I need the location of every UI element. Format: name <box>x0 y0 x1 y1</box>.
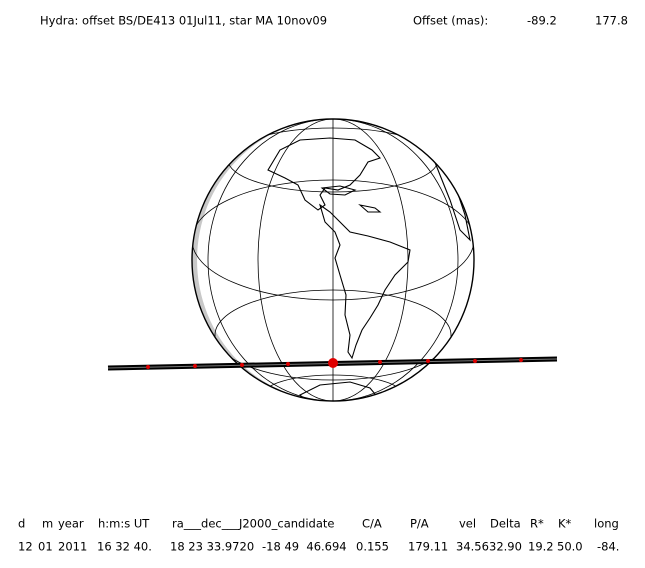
cell: 2011 <box>58 540 87 554</box>
offset-value: -89.2 <box>527 14 557 28</box>
column-header: d <box>18 517 25 531</box>
cell: 32.90 <box>489 540 522 554</box>
column-header: P/A <box>410 517 429 531</box>
cell: 179.11 <box>408 540 448 554</box>
event-table: d m year h:m:s UT ra___dec___J2000_candidate… <box>18 517 619 554</box>
column-header: R* <box>530 517 544 531</box>
cell: -18 49 46.694 <box>262 540 347 554</box>
column-header: Delta <box>490 517 521 531</box>
night-side <box>192 119 333 401</box>
title: Hydra: offset BS/DE413 01Jul11, star MA … <box>40 14 327 28</box>
cell: 12 <box>18 540 33 554</box>
column-header: ra___dec___J2000_candidate <box>172 517 334 531</box>
time-marks <box>146 358 523 369</box>
column-header: h:m:s UT <box>98 517 150 531</box>
column-header: year <box>58 517 84 531</box>
offset-label: Offset (mas): <box>413 14 488 28</box>
column-header: C/A <box>362 517 382 531</box>
cell: 0.155 <box>356 540 389 554</box>
cell: 50.0 <box>557 540 583 554</box>
column-header: vel <box>459 517 476 531</box>
cell: 16 32 40. <box>97 540 152 554</box>
cell: 01 <box>38 540 53 554</box>
cell: 34.56 <box>456 540 489 554</box>
shadow-path <box>107 356 558 371</box>
offset-value: 177.8 <box>595 14 628 28</box>
column-header: m <box>42 517 53 531</box>
cell: 18 23 33.9720 <box>170 540 254 554</box>
closest-approach <box>328 358 338 368</box>
cell: -84. <box>597 540 619 554</box>
graticule <box>192 119 474 401</box>
globe <box>191 118 475 402</box>
column-header: K* <box>558 517 572 531</box>
column-header: long <box>594 517 619 531</box>
cell: 19.2 <box>528 540 554 554</box>
